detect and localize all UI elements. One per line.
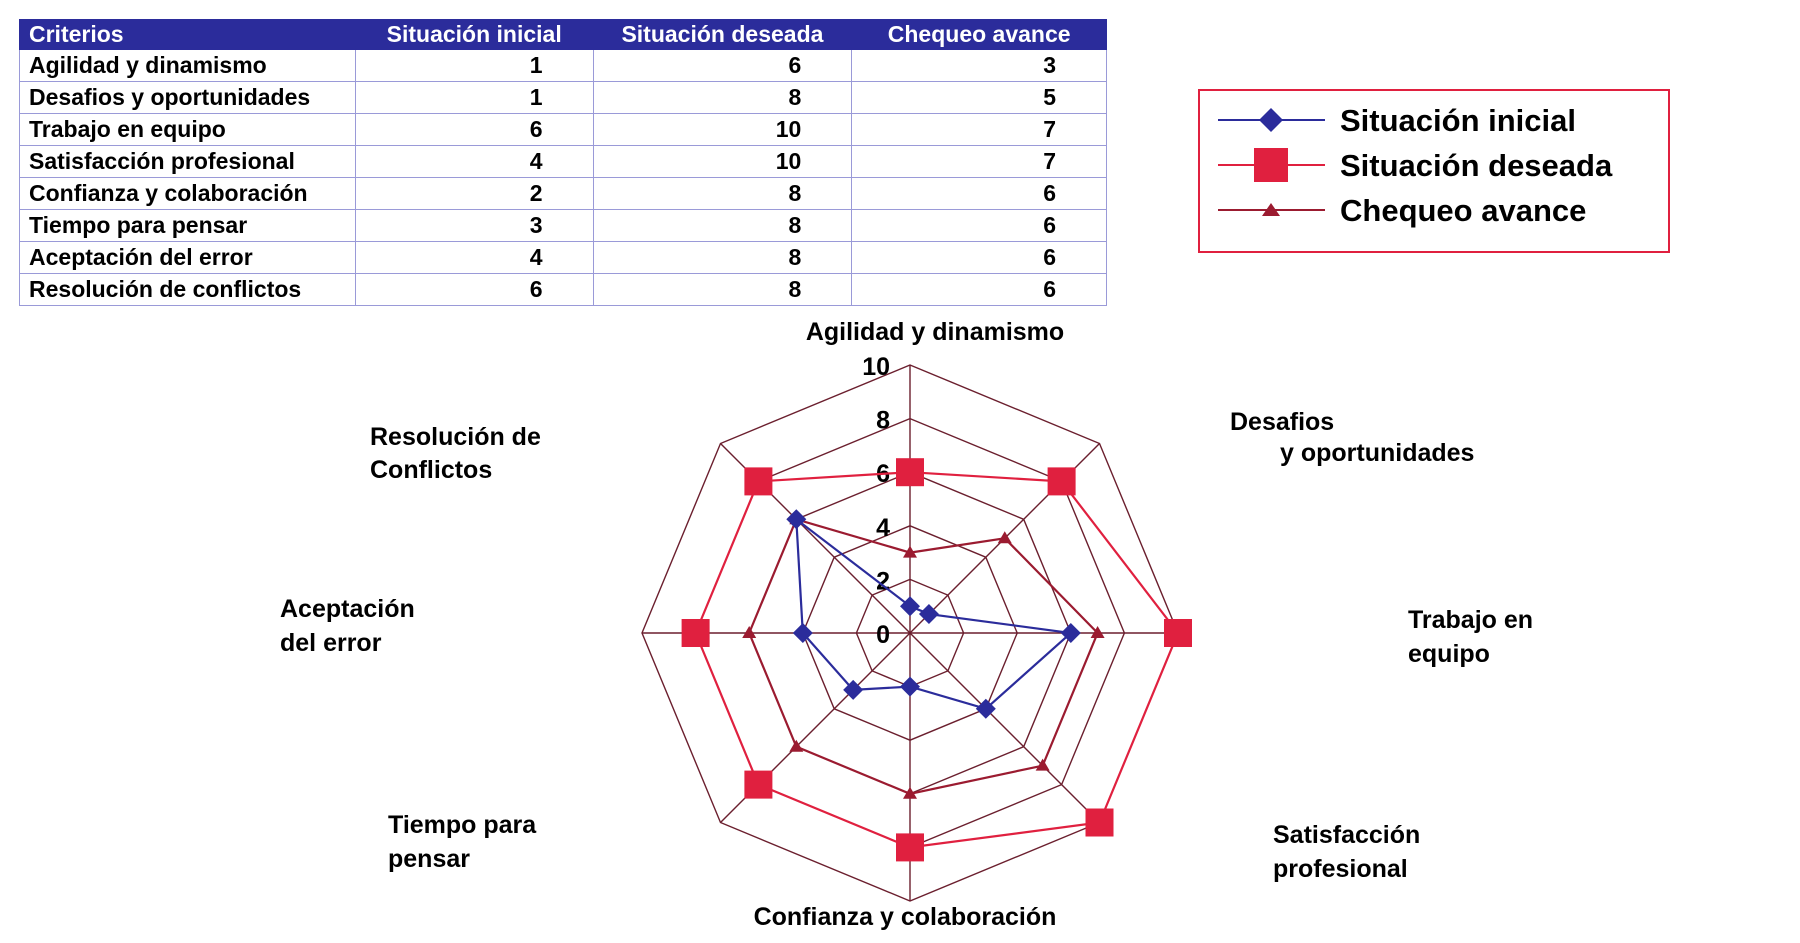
data-point-square xyxy=(1047,467,1076,496)
legend-item: Chequeo avance xyxy=(1218,193,1586,228)
radial-tick-label: 4 xyxy=(876,514,890,542)
table-header-3: Chequeo avance xyxy=(851,19,1107,50)
data-point-diamond xyxy=(1060,623,1081,643)
series-situación-deseada xyxy=(681,458,1192,862)
data-point-diamond xyxy=(975,698,996,719)
series-situación-inicial xyxy=(786,509,1081,719)
data-point-triangle xyxy=(1090,626,1105,638)
data-point-square xyxy=(896,833,924,862)
axis-label: profesional xyxy=(1273,855,1408,883)
legend-marker-square xyxy=(1254,148,1288,182)
table-cell-inicial: 6 xyxy=(354,273,594,306)
table-row: Tiempo para pensar 3 8 6 xyxy=(19,209,1107,242)
axis-label: Resolución de xyxy=(370,423,541,451)
grid-spoke xyxy=(909,632,1100,823)
table-cell-criterio: Desafios y oportunidades xyxy=(19,81,356,114)
data-point-square xyxy=(744,770,773,799)
table-cell-criterio: Confianza y colaboración xyxy=(19,177,356,210)
data-point-square xyxy=(681,619,710,647)
legend-marker-diamond xyxy=(1259,108,1283,132)
data-point-square xyxy=(744,467,773,496)
axis-label: Aceptación xyxy=(280,595,415,623)
data-point-diamond xyxy=(918,604,939,625)
data-point-diamond xyxy=(786,509,807,530)
legend-marker-triangle xyxy=(1262,203,1280,216)
table-cell-criterio: Tiempo para pensar xyxy=(19,209,356,242)
data-point-square xyxy=(1085,808,1114,837)
table-header-row: Criterios Situación inicial Situación dese… xyxy=(19,19,1107,50)
legend-item: Situación inicial xyxy=(1218,103,1576,138)
table-cell-deseada: 8 xyxy=(592,273,853,306)
axis-labels: Agilidad y dinamismo Desafios y oportunida… xyxy=(280,318,1533,931)
series-chequeo-avance xyxy=(742,512,1105,799)
legend-item: Situación deseada xyxy=(1218,148,1613,183)
axis-label: Trabajo en xyxy=(1408,606,1533,634)
data-point-square xyxy=(896,458,924,487)
axis-label: y oportunidades xyxy=(1280,439,1474,467)
data-point-triangle xyxy=(903,786,917,799)
radial-tick-label: 8 xyxy=(876,407,890,435)
data-point-triangle xyxy=(997,531,1012,544)
axis-label: del error xyxy=(280,629,382,657)
table-row: Desafios y oportunidades 1 8 5 xyxy=(19,81,1107,114)
table-cell-inicial: 2 xyxy=(354,177,594,210)
table-header-1: Situación inicial xyxy=(354,19,594,50)
table-row: Agilidad y dinamismo 1 6 3 xyxy=(19,49,1107,82)
axis-label: pensar xyxy=(388,845,470,873)
table-cell-deseada: 6 xyxy=(592,49,853,82)
table-cell-deseada: 8 xyxy=(592,81,853,114)
table-cell-inicial: 4 xyxy=(354,241,594,274)
radial-tick-label: 10 xyxy=(862,353,890,381)
axis-label: Satisfacción xyxy=(1273,821,1420,849)
table-header-0: Criterios xyxy=(19,19,356,50)
table-row: Aceptación del error 4 8 6 xyxy=(19,241,1107,274)
data-point-triangle xyxy=(742,626,757,638)
legend-label: Situación deseada xyxy=(1340,148,1613,183)
table-cell-criterio: Agilidad y dinamismo xyxy=(19,49,356,82)
data-point-diamond xyxy=(843,679,864,700)
legend-label: Situación inicial xyxy=(1340,103,1576,138)
axis-label: Desafios xyxy=(1230,408,1334,436)
table-cell-deseada: 8 xyxy=(592,241,853,274)
axis-label: Conflictos xyxy=(370,456,492,484)
table-cell-inicial: 3 xyxy=(354,209,594,242)
table-cell-avance: 6 xyxy=(851,241,1107,274)
data-point-diamond xyxy=(792,623,813,643)
axis-label: Agilidad y dinamismo xyxy=(806,318,1064,346)
table-cell-avance: 3 xyxy=(851,49,1107,82)
table-body: Agilidad y dinamismo 1 6 3 Desafios y oportu… xyxy=(19,49,1107,306)
data-point-square xyxy=(1164,619,1192,647)
axis-label: Confianza y colaboración xyxy=(754,903,1057,931)
table-cell-deseada: 8 xyxy=(592,209,853,242)
table-row: Confianza y colaboración 2 8 6 xyxy=(19,177,1107,210)
data-table: Criterios Situación inicial Situación dese… xyxy=(19,19,1107,306)
axis-label: Tiempo para xyxy=(388,811,537,839)
table-row: Trabajo en equipo 6 10 7 xyxy=(19,113,1107,146)
table-cell-criterio: Resolución de conflictos xyxy=(19,273,356,306)
data-point-diamond xyxy=(900,676,920,697)
data-point-triangle xyxy=(903,545,917,558)
data-point-triangle xyxy=(789,739,804,752)
legend-label: Chequeo avance xyxy=(1340,193,1586,228)
axis-label: equipo xyxy=(1408,640,1490,668)
table-row: Resolución de conflictos 6 8 6 xyxy=(19,273,1107,306)
data-point-diamond xyxy=(900,596,920,617)
data-point-triangle xyxy=(1035,758,1050,771)
table-cell-avance: 6 xyxy=(851,273,1107,306)
legend: Situación inicial Situación deseada Cheque… xyxy=(1198,89,1670,253)
radar-series xyxy=(681,458,1192,862)
table-cell-criterio: Trabajo en equipo xyxy=(19,113,356,146)
radial-tick-label: 0 xyxy=(876,621,890,649)
table-cell-deseada: 8 xyxy=(592,177,853,210)
